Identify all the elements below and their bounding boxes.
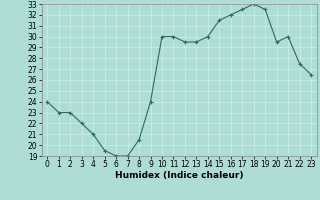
X-axis label: Humidex (Indice chaleur): Humidex (Indice chaleur)	[115, 171, 244, 180]
